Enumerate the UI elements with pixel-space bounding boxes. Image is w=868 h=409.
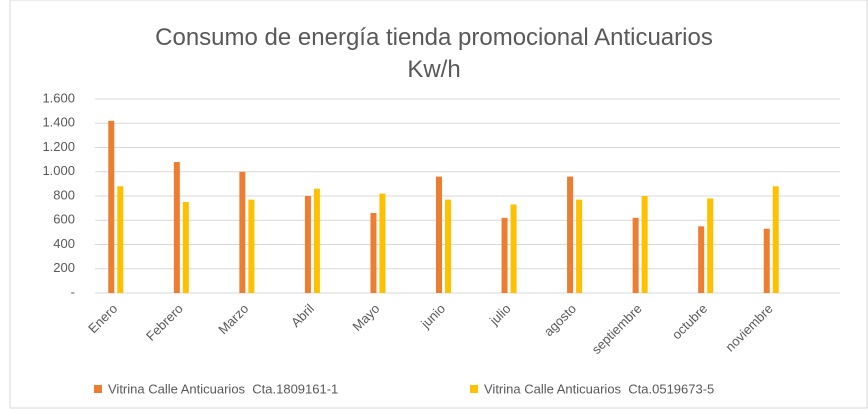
legend-label: Vitrina Calle Anticuarios Cta.0519673-5 [484,381,714,396]
bar [510,204,517,293]
x-tick-label: septiembre [589,301,645,357]
y-tick-label: 800 [53,187,75,202]
x-tick-label: Mayo [349,301,382,334]
x-tick-label: Abril [288,301,317,330]
bar [313,188,320,293]
bar [576,199,583,293]
y-tick-label: 1.000 [42,163,75,178]
bar [641,196,648,293]
bar [370,212,377,293]
bar [763,228,770,293]
bar [445,199,451,293]
x-tick-label: noviembre [722,301,776,355]
y-tick-label: 600 [53,212,75,227]
bar [772,186,779,293]
bar [567,176,574,293]
bar [117,186,124,293]
x-tick-label: Febrero [143,301,186,344]
x-tick-label: agosto [541,301,579,339]
bar [379,193,386,293]
y-tick-label: 1.600 [42,90,75,105]
legend-label: Vitrina Calle Anticuarios Cta.1809161-1 [108,381,338,396]
y-tick-label: 1.400 [42,115,75,130]
bar [698,226,705,293]
chart-border [9,0,868,409]
bar [239,171,246,293]
x-tick-label: octubre [669,301,710,342]
x-tick-label: julio [486,301,514,329]
bar [707,198,714,293]
chart-title: Consumo de energía tienda promocional An… [155,24,713,83]
x-tick-label: Enero [85,301,120,336]
legend-swatch [94,385,102,393]
bar [173,162,180,293]
bar [632,217,639,293]
bar [108,120,115,293]
legend-swatch [470,385,478,393]
x-tick-label: junio [417,301,448,332]
bar [182,202,189,293]
x-tick-label: Marzo [215,301,251,337]
y-tick-label: 1.200 [42,139,75,154]
y-tick-label: 200 [53,260,75,275]
bar [436,176,442,293]
y-tick-label: 400 [53,236,75,251]
bar [501,217,508,293]
bar [304,196,311,293]
y-tick-label: - [71,284,75,299]
bar [248,199,255,293]
